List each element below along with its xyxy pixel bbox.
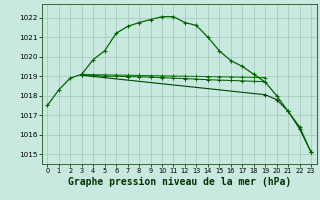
X-axis label: Graphe pression niveau de la mer (hPa): Graphe pression niveau de la mer (hPa) [68, 177, 291, 187]
